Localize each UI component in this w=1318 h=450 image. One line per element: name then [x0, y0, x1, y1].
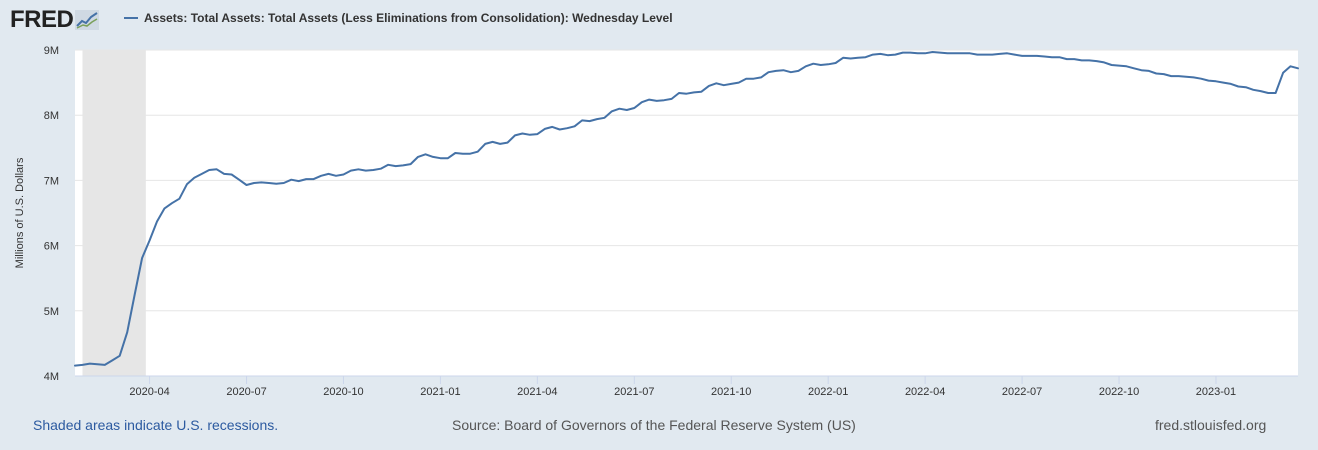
fred-logo-graph-icon — [75, 10, 100, 30]
y-axis-title: Millions of U.S. Dollars — [14, 157, 26, 268]
legend-swatch-icon — [124, 17, 138, 19]
y-tick-label: 4M — [44, 371, 59, 383]
y-tick-label: 7M — [44, 175, 59, 187]
x-tick-label: 2020-10 — [323, 386, 363, 398]
recessions-note-link[interactable]: Shaded areas indicate U.S. recessions. — [33, 417, 279, 433]
plot-area — [75, 50, 1298, 376]
x-tick-label: 2021-04 — [517, 386, 557, 398]
x-tick-label: 2021-01 — [420, 386, 460, 398]
fred-logo[interactable]: FRED — [10, 6, 74, 33]
legend-label: Assets: Total Assets: Total Assets (Less… — [144, 11, 673, 25]
x-tick-label: 2023-01 — [1196, 386, 1236, 398]
fred-logo-area[interactable]: FRED — [10, 6, 100, 34]
x-tick-label: 2020-04 — [129, 386, 169, 398]
site-link[interactable]: fred.stlouisfed.org — [1155, 417, 1267, 433]
y-tick-label: 5M — [44, 306, 59, 318]
x-tick-label: 2022-04 — [905, 386, 945, 398]
y-tick-label: 8M — [44, 110, 59, 122]
y-tick-label: 9M — [44, 45, 59, 57]
x-tick-label: 2020-07 — [226, 386, 266, 398]
chart-legend: Assets: Total Assets: Total Assets (Less… — [124, 11, 673, 25]
recession-shading — [82, 50, 146, 376]
x-tick-label: 2022-01 — [808, 386, 848, 398]
line-chart: 4M 5M 6M 7M 8M 9M 2020-04 2020-07 2020-10 2021-01… — [14, 45, 1299, 398]
series-line-total-assets — [74, 51, 1299, 367]
y-tick-label: 6M — [44, 241, 59, 253]
x-tick-label: 2021-10 — [711, 386, 751, 398]
x-tick-label: 2022-07 — [1002, 386, 1042, 398]
x-tick-label: 2021-07 — [614, 386, 654, 398]
source-note: Source: Board of Governors of the Federa… — [452, 417, 856, 433]
x-tick-label: 2022-10 — [1099, 386, 1139, 398]
